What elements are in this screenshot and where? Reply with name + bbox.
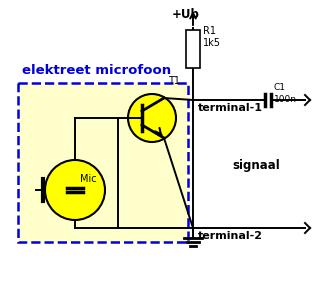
Text: signaal: signaal xyxy=(232,158,280,172)
Text: +Ub: +Ub xyxy=(172,8,200,21)
Circle shape xyxy=(128,94,176,142)
Text: R1: R1 xyxy=(203,26,216,36)
Text: Mic: Mic xyxy=(80,174,97,184)
Text: terminal-2: terminal-2 xyxy=(198,231,263,241)
Text: elektreet microfoon: elektreet microfoon xyxy=(22,64,171,77)
Text: T1: T1 xyxy=(168,76,180,86)
Text: 100n: 100n xyxy=(274,95,297,104)
Bar xyxy=(18,83,188,242)
Text: terminal-1: terminal-1 xyxy=(198,103,263,113)
Bar xyxy=(186,30,200,68)
Text: C1: C1 xyxy=(274,83,286,92)
Circle shape xyxy=(45,160,105,220)
Text: 1k5: 1k5 xyxy=(203,38,221,48)
